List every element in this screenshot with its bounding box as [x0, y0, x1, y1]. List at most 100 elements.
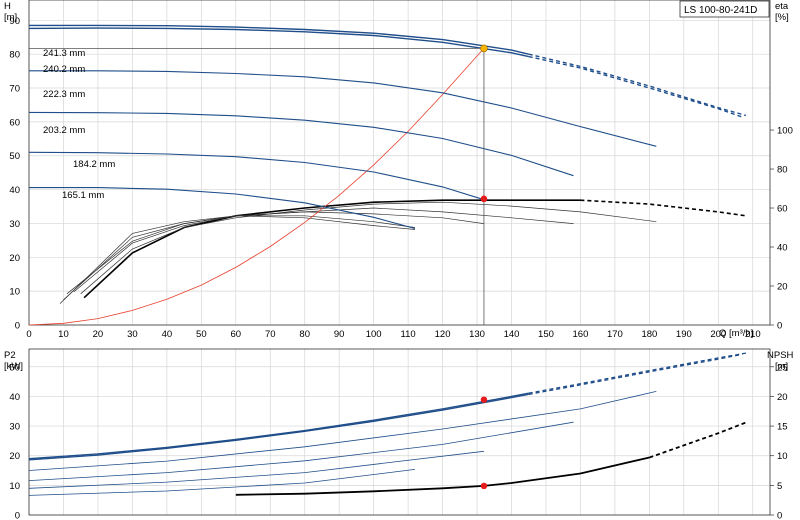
x-tick-label: 170	[607, 329, 623, 340]
h-tick-label: 80	[9, 50, 20, 61]
head-curve-label: 203.2 mm	[43, 125, 85, 136]
p2-tick-label: 50	[9, 362, 20, 373]
npsh-tick-label: 0	[777, 511, 782, 520]
power-curve-dashed	[528, 353, 743, 396]
x-tick-label: 10	[58, 329, 69, 340]
eta-tick-label: 40	[777, 243, 788, 254]
x-tick-label: 210	[745, 329, 761, 340]
head-curve	[29, 24, 529, 55]
eta-tick-label: 20	[777, 282, 788, 293]
p2-tick-label: 30	[9, 422, 20, 433]
head-chart-frame	[28, 0, 771, 326]
p2-tick-label: 10	[9, 481, 20, 492]
x-tick-label: 200	[710, 329, 726, 340]
eta-tick-label: 100	[777, 126, 793, 137]
system-curve	[28, 48, 485, 326]
head-curve-label: 241.3 mm	[43, 48, 85, 59]
power-chart-frame	[28, 348, 771, 516]
head-curve	[29, 70, 657, 147]
power-curve	[28, 469, 416, 496]
x-tick-label: 90	[334, 329, 345, 340]
x-tick-label: 0	[26, 329, 31, 340]
x-tick-label: 50	[196, 329, 207, 340]
head-curve	[29, 187, 416, 230]
x-tick-label: 160	[573, 329, 589, 340]
h-tick-label: 50	[9, 151, 20, 162]
npsh-curve	[235, 456, 650, 496]
power-curve	[28, 450, 484, 489]
x-tick-label: 20	[93, 329, 104, 340]
p2-tick-label: 40	[9, 392, 20, 403]
head-curve	[28, 151, 485, 201]
x-tick-label: 130	[469, 329, 485, 340]
eta-point-marker	[480, 195, 488, 203]
head-chart-grid	[28, 0, 770, 326]
h-tick-label: 70	[9, 84, 20, 95]
eta-curve	[66, 211, 484, 295]
head-curve-dashed	[528, 55, 743, 118]
x-tick-label: 150	[538, 329, 554, 340]
x-tick-label: 60	[231, 329, 242, 340]
head-curve-dashed	[528, 53, 747, 117]
h-tick-label: 40	[9, 185, 20, 196]
power-point-marker	[480, 396, 488, 403]
x-tick-label: 40	[162, 329, 173, 340]
npsh-curve-dashed	[649, 421, 747, 459]
npsh-tick-label: 15	[777, 422, 788, 433]
power-curve	[28, 392, 529, 460]
chart-title-box	[679, 0, 770, 18]
h-tick-label: 10	[9, 287, 20, 298]
chart-title: LS 100-80-241D	[684, 5, 757, 16]
eta-tick-label: 60	[777, 204, 788, 215]
p2-label-unit: [kW]	[4, 361, 23, 372]
eta-curve	[80, 201, 657, 295]
power-chart-ticks: 0 10 20 30 40 50 0 5 10 15 20 25	[9, 362, 787, 520]
h-tick-label: 60	[9, 117, 20, 128]
duty-point-marker	[480, 44, 488, 53]
power-curve	[28, 421, 574, 481]
npsh-tick-label: 20	[777, 392, 788, 403]
eta-tick-label: 80	[777, 165, 788, 176]
eta-tick-label: 0	[777, 321, 782, 332]
power-curve	[28, 391, 657, 471]
x-tick-label: 190	[676, 329, 692, 340]
head-curve-labels: 241.3 mm 240.2 mm 222.3 mm 203.2 mm 184.2 mm…	[43, 48, 115, 201]
power-curve	[28, 393, 529, 461]
p2-tick-label: 20	[9, 451, 20, 462]
head-curve-label: 222.3 mm	[43, 89, 85, 100]
eta-curve	[59, 215, 416, 304]
x-tick-label: 120	[435, 329, 451, 340]
h-tick-label: 0	[15, 321, 20, 332]
head-chart-series	[28, 24, 747, 326]
x-tick-label: 30	[127, 329, 138, 340]
head-curve	[28, 111, 574, 177]
x-tick-label: 70	[265, 329, 276, 340]
y-right-label-unit: [%]	[775, 12, 789, 23]
x-tick-label: 180	[641, 329, 657, 340]
npsh-label-top: NPSH	[767, 350, 794, 361]
head-chart-ticks: 0 10 20 30 40 50 60 70 80 90 100 110 120 130 140 150 160…	[9, 16, 792, 340]
head-curve-label: 240.2 mm	[43, 64, 85, 75]
x-tick-label: 80	[299, 329, 310, 340]
head-curve	[28, 27, 529, 58]
h-tick-label: 90	[9, 16, 20, 27]
x-tick-label: 100	[366, 329, 382, 340]
npsh-tick-label: 5	[777, 481, 782, 492]
x-axis-label: Q [m³/h]	[719, 328, 753, 339]
y-left-label-unit: [m]	[4, 12, 17, 23]
power-curve-dashed	[528, 352, 747, 394]
y-left-label-top: H	[4, 1, 11, 12]
x-tick-label: 140	[504, 329, 520, 340]
head-curve-label: 184.2 mm	[73, 159, 115, 170]
eta-curve	[83, 199, 581, 299]
p2-label-top: P2	[4, 350, 16, 361]
x-tick-label: 110	[401, 329, 416, 340]
head-curve-label: 165.1 mm	[62, 190, 104, 201]
npsh-tick-label: 10	[777, 451, 788, 462]
power-chart-series	[28, 352, 747, 496]
p2-tick-label: 0	[15, 511, 20, 520]
y-right-label-top: eta	[775, 1, 789, 12]
h-tick-label: 20	[9, 253, 20, 264]
npsh-point-marker	[480, 482, 488, 490]
